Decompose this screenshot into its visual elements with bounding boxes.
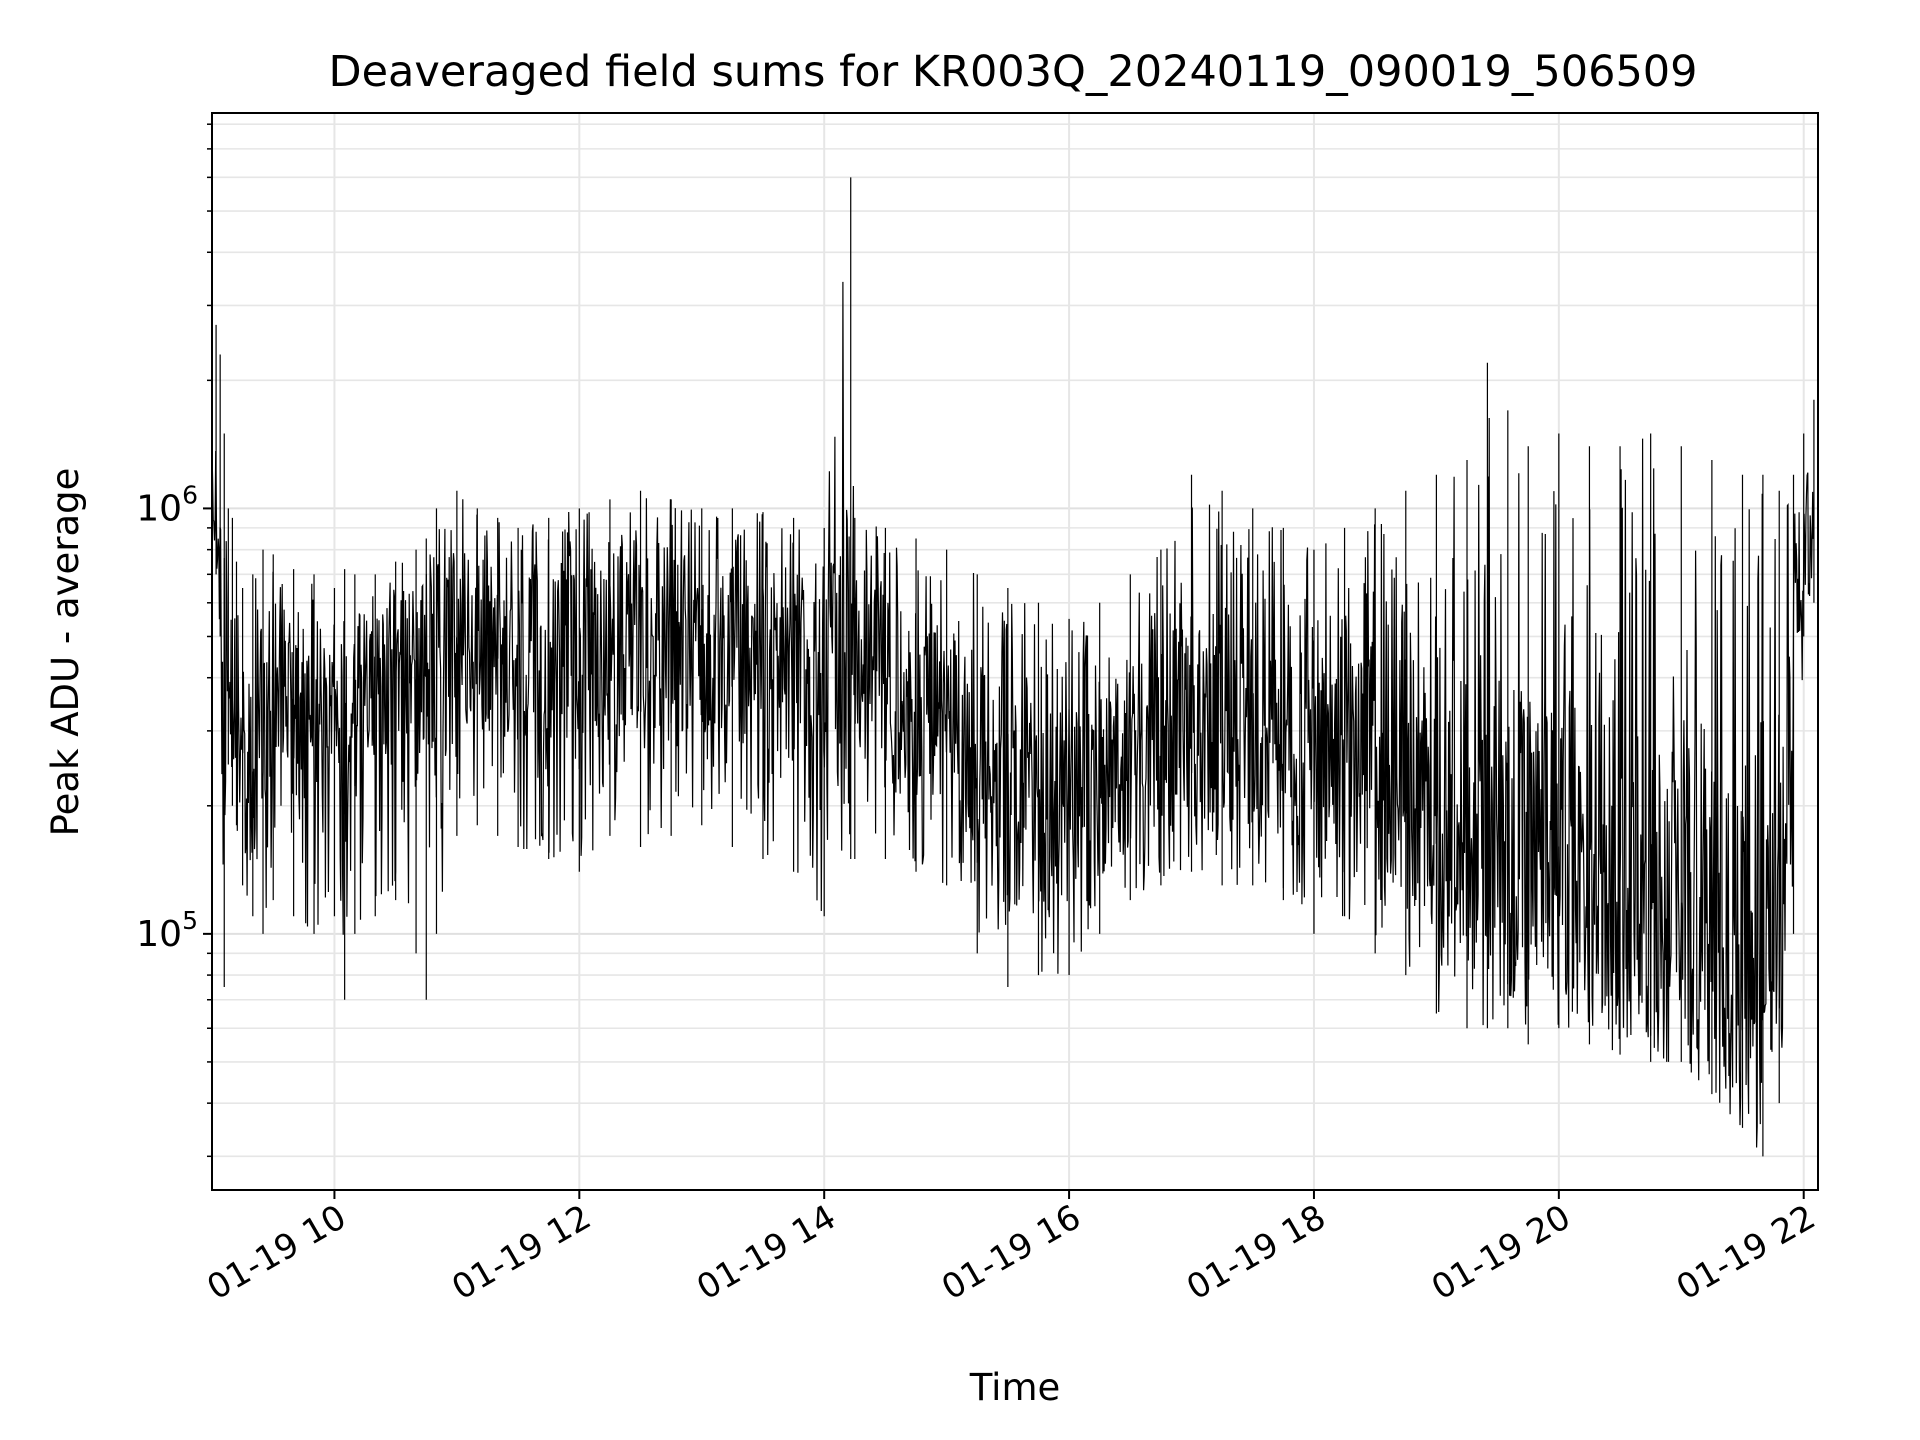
chart-title: Deaveraged field sums for KR003Q_2024011…	[328, 47, 1697, 97]
y-axis-label: Peak ADU - average	[44, 468, 87, 837]
x-tick-label: 01-19 14	[690, 1197, 842, 1308]
data-series	[211, 177, 1815, 1157]
x-axis: 01-19 10 01-19 12 01-19 14 01-19 16 01-19 18…	[201, 1190, 1822, 1308]
y-tick-label: 106	[136, 480, 198, 529]
plot-frame	[211, 112, 1819, 1191]
y-axis: 105 106	[136, 123, 212, 1158]
x-tick-label: 01-19 16	[935, 1197, 1087, 1308]
x-tick-label: 01-19 18	[1180, 1197, 1332, 1308]
x-axis-label: Time	[969, 1366, 1061, 1409]
x-tick-label: 01-19 22	[1670, 1197, 1822, 1308]
y-tick-label: 105	[136, 906, 198, 955]
x-tick-label: 01-19 12	[445, 1197, 597, 1308]
series-line	[211, 281, 1815, 1148]
x-tick-label: 01-19 20	[1425, 1197, 1577, 1308]
x-tick-label: 01-19 10	[201, 1197, 353, 1308]
